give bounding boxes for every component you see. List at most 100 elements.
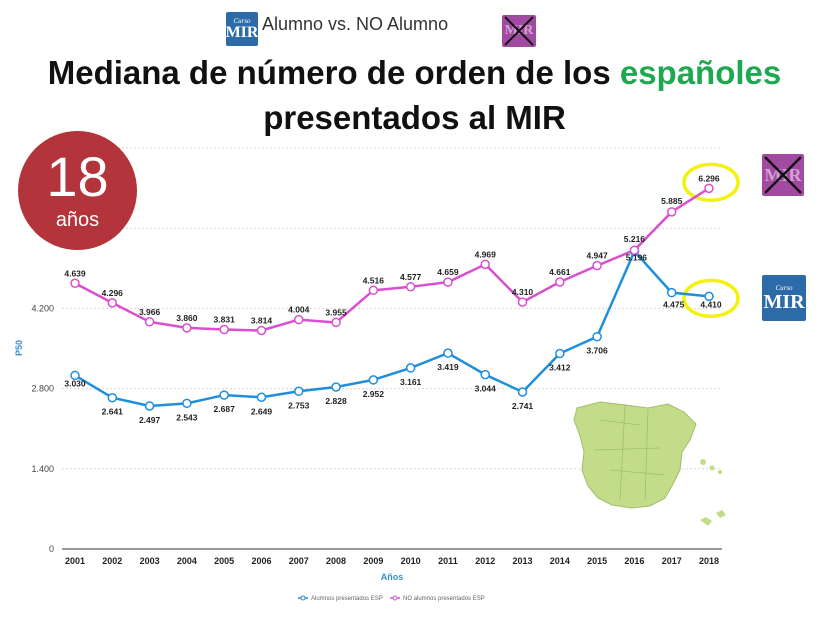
y-axis-title: P50 — [14, 340, 24, 356]
highlight-ring — [682, 162, 740, 203]
data-point — [294, 314, 304, 325]
cross-icon — [764, 156, 802, 194]
data-point — [331, 382, 341, 392]
data-point — [219, 390, 229, 400]
data-point — [517, 297, 528, 307]
highlight-rings — [682, 162, 740, 319]
curso-mir-logo: Curso MIR — [226, 12, 258, 46]
data-label: 2.741 — [512, 401, 534, 411]
highlight-ring — [682, 278, 740, 319]
data-label: 4.310 — [512, 287, 534, 297]
y-tick-label: 2.800 — [31, 384, 54, 394]
data-point — [405, 282, 416, 292]
data-point — [517, 387, 528, 397]
side-logo-big-text: MIR — [763, 290, 805, 313]
data-point — [70, 370, 80, 381]
data-point — [405, 363, 416, 373]
data-point — [144, 317, 155, 327]
age-unit: años — [55, 209, 100, 231]
data-label: 4.475 — [663, 300, 685, 310]
data-label: 5.885 — [661, 196, 683, 206]
data-label: 5.196 — [626, 252, 648, 262]
x-tick-label: 2006 — [251, 556, 271, 566]
side-logo-small-text: Curso — [775, 283, 793, 292]
legend-label: Alumnos presentados ESP — [311, 596, 383, 602]
data-point — [592, 260, 602, 271]
data-point — [592, 331, 602, 342]
x-tick-label: 2011 — [438, 556, 458, 566]
data-point — [107, 298, 118, 308]
y-tick-label: 1.400 — [31, 464, 54, 474]
data-label: 5.216 — [624, 234, 646, 244]
page-title-line2: presentados al MIR — [263, 99, 566, 136]
data-point — [704, 291, 714, 302]
no-alumno-logo: MIR — [502, 15, 536, 47]
logo-big-text: MIR — [225, 23, 259, 41]
data-point — [480, 259, 490, 270]
x-tick-label: 2007 — [289, 556, 309, 566]
data-label: 4.659 — [437, 267, 459, 277]
cross-icon — [504, 16, 534, 46]
data-label: 2.543 — [176, 412, 198, 422]
title-highlight: españoles — [619, 54, 782, 91]
x-tick-label: 2003 — [140, 556, 160, 566]
data-label: 3.814 — [251, 316, 273, 326]
chart-axes: 0 1.400 2.800 4.200 2001 2002 2003 2004 2005 2006… — [14, 303, 722, 582]
x-tick-label: 2016 — [624, 556, 644, 566]
data-point — [144, 401, 155, 411]
x-tick-label: 2012 — [475, 556, 495, 566]
no-alumno-side-logo: MIR — [762, 154, 804, 196]
series-line-no-alumnos — [74, 187, 710, 332]
data-label: 3.161 — [400, 377, 422, 387]
data-label: 4.947 — [586, 251, 608, 261]
x-tick-label: 2005 — [214, 556, 234, 566]
data-label: 4.004 — [288, 305, 310, 315]
x-axis-title: Años — [381, 572, 404, 582]
data-label: 3.706 — [586, 346, 608, 356]
legend-marker — [300, 595, 306, 601]
data-label: 2.687 — [214, 404, 236, 414]
page-title-line1: Mediana de número de orden de los españo… — [0, 54, 829, 92]
series-line-alumnos — [74, 249, 710, 408]
data-point — [70, 278, 80, 289]
data-point — [555, 348, 565, 359]
header-text: Alumno vs. NO Alumno — [262, 14, 449, 34]
data-label: 4.661 — [549, 267, 571, 277]
x-tick-label: 2013 — [513, 556, 533, 566]
data-label: 6.296 — [698, 173, 720, 183]
data-point — [704, 183, 714, 194]
data-point — [368, 285, 379, 296]
data-label: 4.296 — [102, 288, 124, 298]
y-tick-label: 4.200 — [31, 303, 54, 313]
data-label: 4.969 — [475, 249, 497, 259]
data-label: 2.753 — [288, 400, 310, 410]
data-label: 3.044 — [475, 384, 497, 394]
title-prefix: Mediana de número de orden de los — [47, 54, 620, 91]
data-point — [182, 398, 192, 409]
data-point — [294, 386, 304, 397]
data-label: 3.412 — [549, 363, 571, 373]
x-tick-label: 2010 — [401, 556, 421, 566]
x-tick-label: 2008 — [326, 556, 346, 566]
data-label: 3.831 — [214, 315, 236, 325]
x-tick-label: 2017 — [662, 556, 682, 566]
data-label: 3.419 — [437, 362, 459, 372]
logo-small-text: Curso — [233, 16, 251, 25]
x-tick-label: 2018 — [699, 556, 719, 566]
data-label: 3.030 — [64, 378, 86, 388]
x-tick-label: 2001 — [65, 556, 85, 566]
data-point — [107, 392, 118, 403]
data-point — [182, 323, 192, 333]
series-points — [70, 183, 714, 411]
data-point — [368, 375, 379, 385]
data-label: 3.955 — [325, 307, 347, 317]
data-labels: 3.030 2.641 2.497 2.543 2.687 2.649 2.753 2.828… — [64, 173, 722, 425]
data-point — [666, 207, 677, 217]
age-badge: 18 años — [18, 131, 137, 250]
curso-mir-side-logo: Curso MIR — [762, 275, 806, 321]
x-tick-label: 2015 — [587, 556, 607, 566]
data-label: 4.516 — [363, 275, 385, 285]
data-point — [256, 392, 267, 403]
data-point — [480, 369, 490, 380]
